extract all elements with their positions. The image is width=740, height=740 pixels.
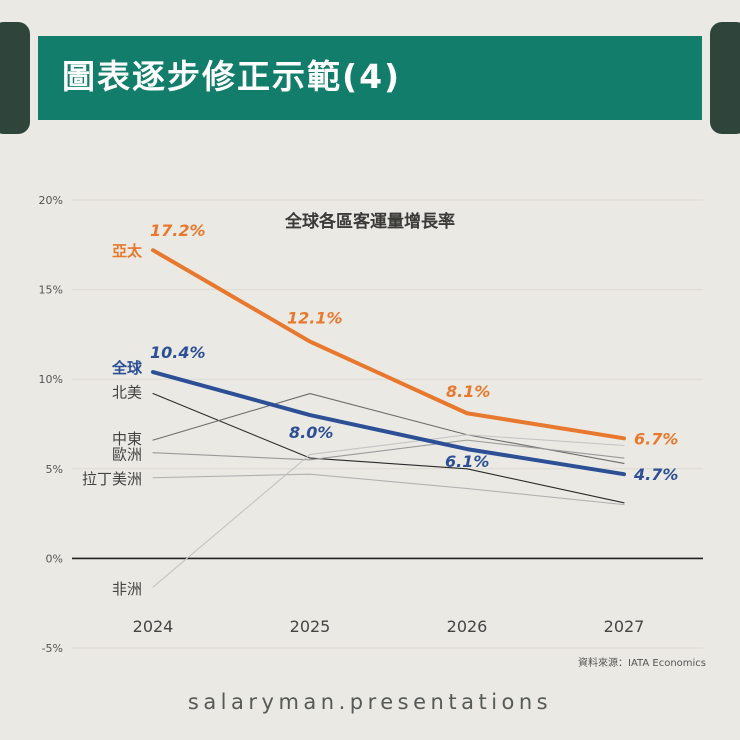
footer-brand: salaryman.presentations (187, 690, 553, 714)
data-label: 6.1% (445, 452, 489, 471)
data-label: 4.7% (633, 465, 678, 484)
y-tick-label: 0% (46, 552, 63, 565)
series-name-label: 非洲 (112, 580, 142, 598)
data-label: 10.4% (150, 343, 206, 362)
header-left-tab (0, 22, 30, 134)
y-tick-label: 15% (39, 284, 63, 297)
series-line-歐洲 (152, 439, 625, 461)
series-name-label: 全球 (111, 359, 143, 377)
x-tick-label: 2027 (604, 617, 645, 636)
series-line-全球 (151, 370, 626, 477)
chart-title: 全球各區客運量增長率 (284, 211, 455, 232)
page-title: 圖表逐步修正示範(4) (62, 57, 402, 96)
data-label: 12.1% (287, 309, 343, 328)
series-line-亞太 (151, 248, 626, 441)
x-tick-label: 2024 (133, 617, 174, 636)
series-line-北美 (152, 392, 625, 504)
x-tick-label: 2025 (290, 617, 331, 636)
series-line-非洲 (152, 434, 625, 588)
series-name-label: 亞太 (112, 242, 143, 260)
series-name-label: 北美 (112, 384, 142, 402)
series-name-label: 拉丁美洲 (82, 470, 142, 488)
data-label: 8.1% (446, 382, 490, 401)
header-right-tab (710, 22, 740, 134)
x-tick-label: 2026 (447, 617, 488, 636)
series-line-拉丁美洲 (152, 473, 625, 506)
line-chart: 20% 15% 10% 5% 0% -5% 2024 2025 2026 2027 全球各區客運量增… (39, 194, 706, 669)
series-name-label: 歐洲 (112, 446, 142, 464)
header-banner: 圖表逐步修正示範(4) (38, 36, 702, 120)
data-label: 8.0% (289, 423, 333, 442)
y-tick-label: 5% (46, 463, 63, 476)
y-tick-label: -5% (42, 642, 63, 655)
source-note: 資料來源：IATA Economics (578, 656, 706, 669)
y-tick-label: 10% (39, 373, 63, 386)
series-name-label: 中東 (112, 430, 142, 448)
data-label: 6.7% (634, 429, 678, 448)
y-tick-label: 20% (39, 194, 63, 207)
data-label: 17.2% (150, 221, 206, 240)
